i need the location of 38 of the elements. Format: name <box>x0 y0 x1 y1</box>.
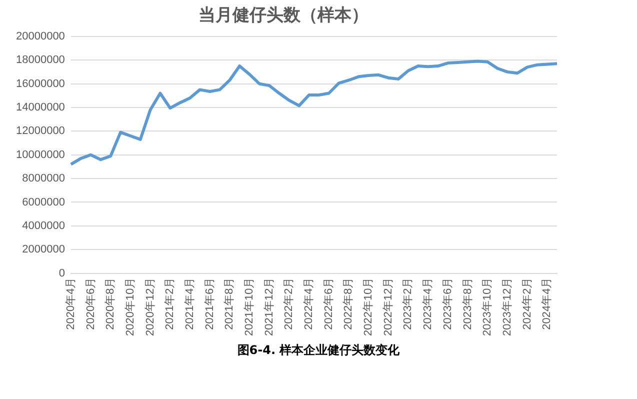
x-tick-label: 2021年8月 <box>224 277 236 330</box>
x-tick-label: 2020年12月 <box>144 277 156 336</box>
y-tick-label: 18000000 <box>16 54 65 66</box>
x-tick-label: 2021年6月 <box>204 277 216 330</box>
y-tick-label: 8000000 <box>22 172 65 185</box>
y-tick-label: 0 <box>58 267 65 280</box>
chart-title: 当月健仔头数（样本） <box>198 6 368 26</box>
x-tick-label: 2021年12月 <box>263 277 276 336</box>
x-tick-label: 2022年12月 <box>382 277 394 336</box>
x-tick-label: 2023年8月 <box>462 277 474 330</box>
x-tick-label: 2024年4月 <box>541 277 554 330</box>
x-tick-label: 2020年8月 <box>104 277 117 330</box>
x-tick-label: 2023年12月 <box>501 277 514 336</box>
y-tick-label: 12000000 <box>16 125 65 138</box>
x-tick-label: 2021年10月 <box>244 277 256 336</box>
x-tick-label: 2024年2月 <box>521 277 534 330</box>
y-tick-label: 14000000 <box>16 102 65 114</box>
y-tick-label: 20000000 <box>16 30 65 42</box>
x-tick-label: 2021年2月 <box>164 277 176 330</box>
x-tick-label: 2020年6月 <box>84 277 97 330</box>
x-tick-label: 2022年2月 <box>283 277 296 330</box>
x-tick-label: 2021年4月 <box>184 277 196 330</box>
caption: 图6-4. 样本企业健仔头数变化 <box>236 342 401 359</box>
x-tick-label: 2022年8月 <box>342 277 355 330</box>
x-tick-label: 2022年10月 <box>362 277 375 336</box>
x-tick-label: 2023年6月 <box>442 277 454 330</box>
x-tick-label: 2023年4月 <box>422 277 434 330</box>
x-tick-label: 2020年10月 <box>124 277 136 336</box>
y-tick-label: 2000000 <box>22 244 65 256</box>
x-tick-label: 2020年4月 <box>64 277 77 330</box>
y-tick-label: 4000000 <box>22 220 65 232</box>
x-tick-label: 2022年4月 <box>303 277 316 330</box>
x-tick-label: 2022年6月 <box>322 277 335 330</box>
y-tick-label: 10000000 <box>16 148 65 161</box>
y-tick-label: 16000000 <box>16 78 65 90</box>
y-tick-label: 6000000 <box>22 196 65 208</box>
x-tick-label: 2023年10月 <box>482 277 494 336</box>
x-tick-label: 2023年2月 <box>402 277 414 330</box>
